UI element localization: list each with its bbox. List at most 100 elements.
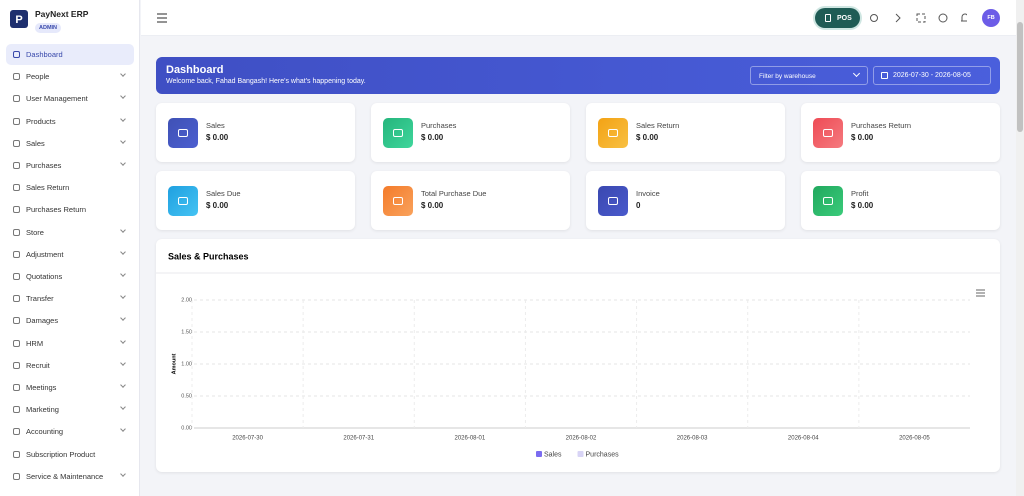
x-tick-label: 2026-07-30 [232,436,263,442]
nav-item[interactable]: Recruit [6,355,134,376]
chevron [120,315,126,322]
chevron [120,115,126,122]
card-label: Sales Return [636,121,680,130]
nav-label: Sales Return [26,183,70,193]
legend-swatch [536,451,542,457]
chevron [120,271,126,277]
card-icon [383,186,413,216]
stat-card: Sales Return $ 0.00 [586,103,785,162]
chart-title: Sales & Purchases [168,251,249,261]
nav-item[interactable]: User Management [6,88,134,109]
chevron [120,470,126,477]
nav-icon [13,162,20,169]
card-value: $ 0.00 [636,133,659,142]
y-tick-label: 1.00 [181,361,192,367]
banner-subtitle: Welcome back, Fahad Bangash! Here's what… [166,78,366,85]
scrollbar [1016,0,1024,496]
nav-label: Purchases [26,161,62,170]
nav-icon [13,450,20,458]
nav-item[interactable]: Products [6,111,134,132]
nav-item[interactable]: Sales Return [6,177,134,198]
nav-item[interactable]: Purchases Return [6,199,134,220]
chevron [120,293,126,300]
menu-toggle[interactable] [156,12,168,24]
chevron [120,337,126,344]
stat-card: Purchases Return $ 0.00 [801,103,1000,162]
card-value: 0 [636,201,641,210]
x-tick-label: 2026-08-05 [899,436,930,442]
nav-label: Purchases Return [26,205,87,215]
nav-item[interactable]: HRM [6,333,134,354]
nav-label: Service & Maintenance [26,471,104,481]
nav-item[interactable]: Dashboard [6,44,134,65]
card-label: Purchases Return [851,121,912,130]
nav-label: Sales [26,138,45,148]
card-value: $ 0.00 [421,133,444,142]
nav-icon [13,472,20,480]
legend-label: Purchases [586,451,620,458]
nav-label: HRM [26,338,44,348]
card-icon [813,118,843,148]
chevron [120,248,126,255]
nav-item[interactable]: People [6,66,134,87]
card-icon [383,118,413,148]
logo: P [10,10,28,28]
topbar-icons [870,13,967,23]
nav-icon [13,406,20,414]
card-icon [168,186,198,216]
warehouse-filter[interactable]: Filter by warehouse [750,66,868,85]
nav-item[interactable]: Damages [6,310,134,331]
icon-glyph [608,129,618,137]
icon-glyph [608,197,618,205]
chevron [120,160,126,166]
card-icon [598,186,628,216]
nav-icon [13,95,20,103]
nav-item[interactable]: Transfer [6,288,134,309]
card-label: Sales [206,121,225,130]
nav-label: Accounting [26,427,64,437]
banner: Dashboard Welcome back, Fahad Bangash! H… [156,57,1000,94]
svg-text:P: P [15,14,22,26]
chart-menu[interactable] [976,289,985,297]
legend-swatch [577,451,584,457]
card-value: $ 0.00 [851,201,874,210]
nav-icon [13,73,20,81]
nav-label: User Management [26,94,88,104]
nav-item[interactable]: Sales [6,133,134,154]
nav-label: Damages [26,316,59,326]
stat-card: Invoice 0 [586,171,785,230]
x-tick-label: 2026-07-31 [343,436,374,442]
stat-card: Sales Due $ 0.00 [156,171,355,230]
nav-label: People [26,72,50,82]
icon-glyph [178,129,188,137]
avatar[interactable]: FB [982,9,1000,27]
chevron [120,226,126,233]
nav-item[interactable]: Store [6,222,134,243]
card-value: $ 0.00 [206,201,229,210]
nav-item[interactable]: Meetings [6,377,134,398]
nav-item[interactable]: Service & Maintenance [6,466,134,487]
card-label: Invoice [636,189,660,198]
nav-label: Dashboard [26,50,63,59]
chevron [120,359,126,366]
nav-label: Meetings [26,383,57,392]
nav-item[interactable]: Adjustment [6,244,134,265]
nav-icon [13,361,20,369]
banner-title: Dashboard [166,64,224,76]
nav-item[interactable]: Marketing [6,399,134,420]
nav-item[interactable]: Quotations [6,266,134,287]
nav-label: Marketing [26,405,59,415]
nav-item[interactable]: Subscription Product [6,444,134,465]
card-value: $ 0.00 [206,133,229,142]
nav-item[interactable]: Accounting [6,421,134,442]
nav-icon [13,384,20,391]
sidebar: P PayNext ERP ADMIN Dashboard People User … [0,0,140,496]
y-tick-label: 2.00 [181,297,192,303]
pos-button[interactable]: POS [815,8,860,28]
date-range[interactable]: 2026-07-30 - 2026-08-05 [873,66,991,85]
card-icon [598,118,628,148]
x-tick-label: 2026-08-01 [455,436,486,442]
icon-glyph [178,197,188,205]
nav-icon [13,117,20,125]
nav-item[interactable]: Purchases [6,155,134,176]
